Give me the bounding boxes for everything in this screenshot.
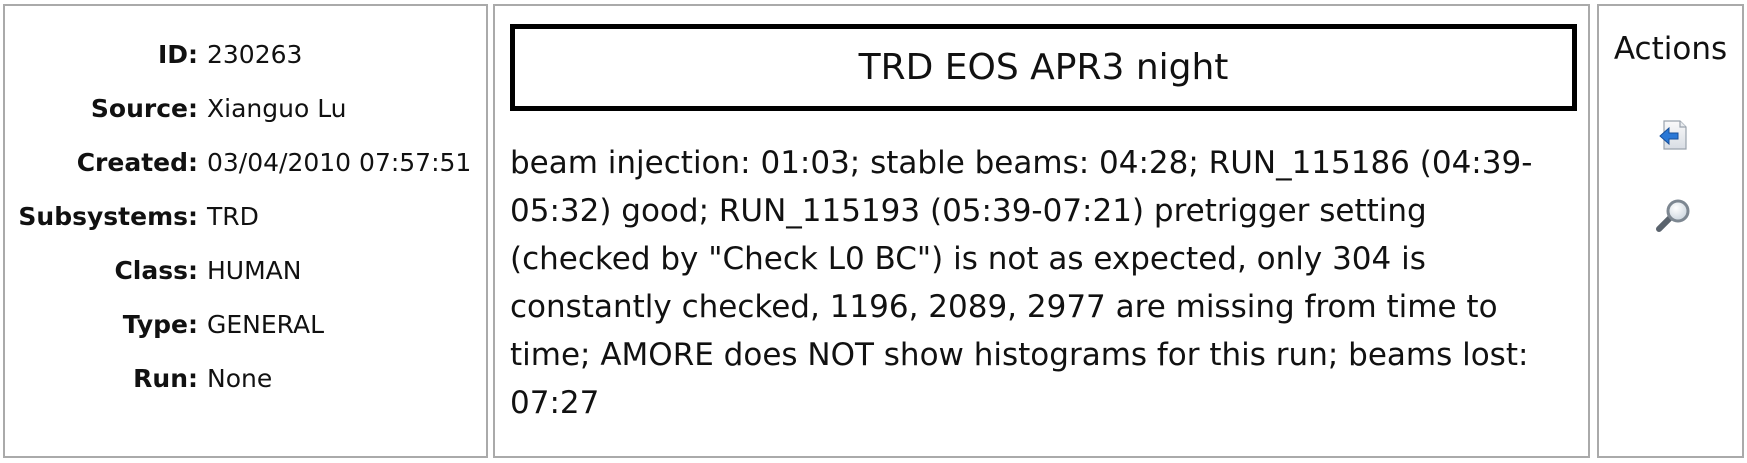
entry-body-text: beam injection: 01:03; stable beams: 04:…: [510, 145, 1533, 421]
meta-value-class: HUMAN: [207, 256, 302, 285]
entry-metadata-panel: ID: 230263 Source: Xianguo Lu Created: 0…: [3, 4, 488, 458]
meta-row-type: Type: GENERAL: [5, 305, 490, 345]
meta-row-source: Source: Xianguo Lu: [5, 89, 490, 129]
meta-row-created: Created: 03/04/2010 07:57:51: [5, 143, 490, 183]
meta-row-subsystems: Subsystems: TRD: [5, 197, 490, 237]
magnifier-icon[interactable]: [1653, 195, 1695, 237]
actions-panel: Actions: [1597, 4, 1744, 458]
meta-row-run: Run: None: [5, 359, 490, 399]
meta-label-run: Run:: [133, 364, 198, 393]
meta-value-source: Xianguo Lu: [207, 94, 347, 123]
meta-value-created: 03/04/2010 07:57:51: [207, 148, 472, 177]
back-arrow-icon[interactable]: [1656, 118, 1690, 152]
entry-title: TRD EOS APR3 night: [510, 24, 1577, 111]
meta-label-class: Class:: [114, 256, 198, 285]
meta-value-type: GENERAL: [207, 310, 325, 339]
actions-heading: Actions: [1613, 31, 1728, 67]
meta-value-subsystems: TRD: [207, 202, 259, 231]
meta-label-created: Created:: [76, 148, 198, 177]
meta-label-subsystems: Subsystems:: [18, 202, 198, 231]
meta-value-id: 230263: [207, 40, 303, 69]
meta-label-type: Type:: [122, 310, 198, 339]
meta-row-class: Class: HUMAN: [5, 251, 490, 291]
entry-content-panel: TRD EOS APR3 night beam injection: 01:03…: [493, 4, 1590, 458]
meta-row-id: ID: 230263: [5, 35, 490, 75]
meta-label-id: ID:: [157, 40, 198, 69]
meta-value-run: None: [207, 364, 273, 393]
meta-label-source: Source:: [90, 94, 198, 123]
